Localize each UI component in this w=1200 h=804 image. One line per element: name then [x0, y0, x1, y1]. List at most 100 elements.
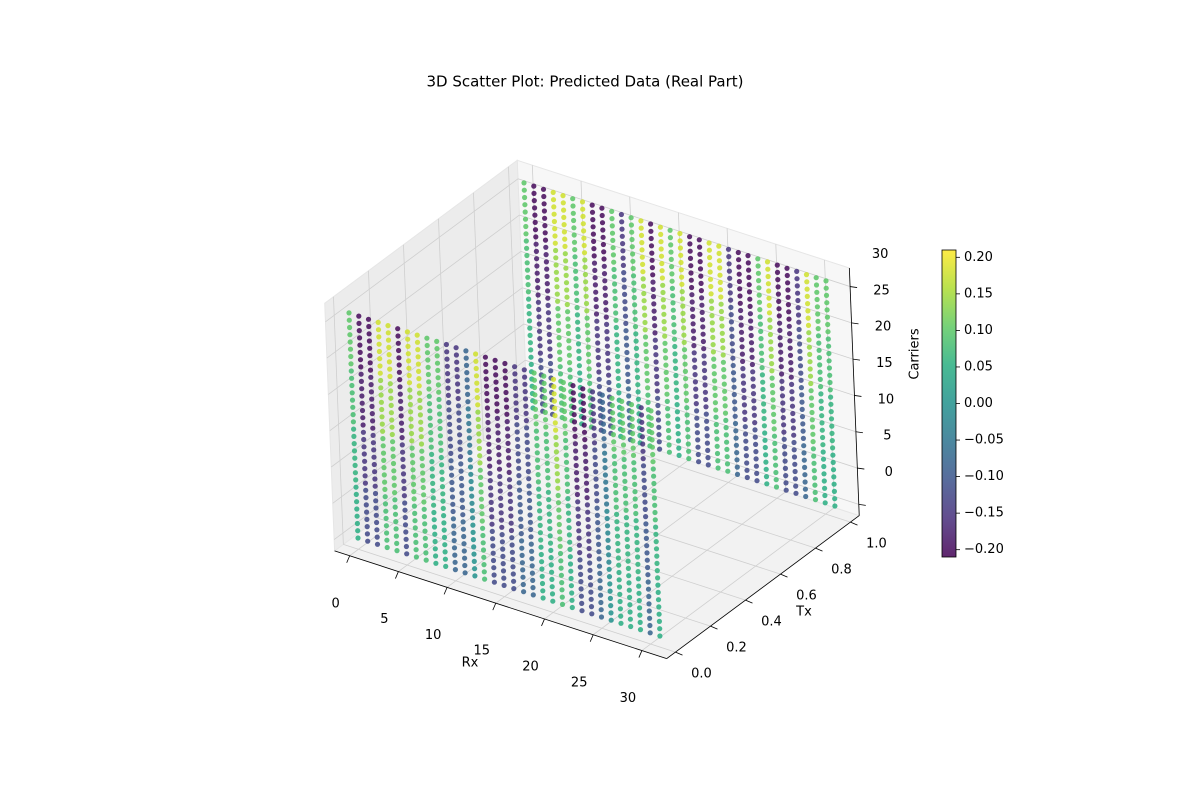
point	[544, 460, 550, 466]
point	[636, 590, 642, 596]
point	[707, 269, 713, 275]
point	[756, 278, 762, 284]
point	[809, 409, 815, 416]
point	[432, 546, 438, 552]
point	[594, 491, 600, 497]
point	[520, 574, 526, 580]
point	[628, 215, 634, 221]
point	[422, 528, 428, 534]
point	[561, 387, 567, 393]
point	[640, 283, 647, 289]
point	[760, 386, 766, 393]
point	[806, 344, 813, 350]
point	[699, 317, 706, 323]
point	[356, 320, 362, 326]
point	[418, 434, 424, 440]
point	[515, 443, 521, 450]
point	[779, 371, 785, 377]
point	[468, 486, 474, 492]
point	[778, 349, 784, 355]
point	[590, 396, 596, 402]
point	[606, 379, 612, 386]
point	[551, 218, 558, 225]
point	[688, 270, 694, 276]
point	[523, 231, 529, 237]
point	[472, 566, 478, 572]
point	[407, 394, 413, 400]
point	[744, 474, 750, 481]
point	[791, 432, 797, 438]
point	[802, 472, 808, 478]
point	[657, 446, 663, 452]
point	[776, 313, 782, 319]
point	[787, 331, 793, 337]
point	[488, 499, 494, 505]
point	[370, 440, 376, 446]
point	[424, 342, 430, 349]
colorbar-tick-label: −0.15	[964, 506, 1004, 521]
point	[534, 270, 540, 276]
point	[791, 439, 797, 446]
point	[637, 605, 643, 611]
point	[405, 343, 411, 349]
point	[551, 384, 557, 390]
point	[753, 456, 759, 462]
point	[632, 302, 638, 308]
point	[444, 349, 450, 355]
point	[528, 361, 534, 367]
point	[625, 551, 631, 557]
point	[402, 500, 408, 506]
point	[543, 438, 550, 445]
point	[730, 355, 736, 361]
point	[714, 436, 720, 442]
point	[605, 537, 611, 543]
point	[628, 623, 634, 630]
point	[399, 427, 405, 433]
point	[654, 381, 660, 387]
point	[659, 275, 666, 281]
point	[810, 431, 816, 437]
point	[601, 436, 607, 442]
point	[816, 355, 823, 361]
point	[726, 268, 733, 274]
point	[654, 568, 660, 574]
point	[547, 339, 553, 345]
point	[724, 439, 730, 445]
point	[411, 489, 417, 495]
point	[452, 559, 458, 565]
point	[348, 368, 354, 374]
point	[505, 448, 511, 454]
point	[371, 447, 377, 453]
point	[743, 453, 750, 459]
point	[645, 572, 651, 578]
point	[651, 308, 657, 314]
point	[434, 346, 440, 352]
point	[459, 504, 466, 510]
point	[391, 482, 397, 488]
point	[557, 529, 563, 535]
point	[596, 541, 602, 548]
point	[446, 414, 452, 420]
point	[564, 467, 570, 473]
point	[762, 444, 768, 451]
point	[527, 512, 533, 518]
point	[655, 410, 661, 416]
point	[784, 265, 790, 271]
point	[601, 271, 608, 277]
point	[627, 616, 634, 622]
point	[445, 371, 451, 377]
point	[512, 385, 519, 391]
point	[562, 243, 568, 249]
point	[666, 442, 672, 448]
point	[613, 324, 619, 331]
point	[640, 261, 646, 267]
point	[642, 319, 648, 326]
point	[565, 316, 571, 322]
point	[631, 467, 637, 473]
point	[640, 463, 647, 469]
point	[738, 329, 745, 335]
point	[640, 448, 646, 454]
point	[604, 508, 610, 514]
point	[608, 617, 614, 623]
point	[552, 420, 558, 426]
